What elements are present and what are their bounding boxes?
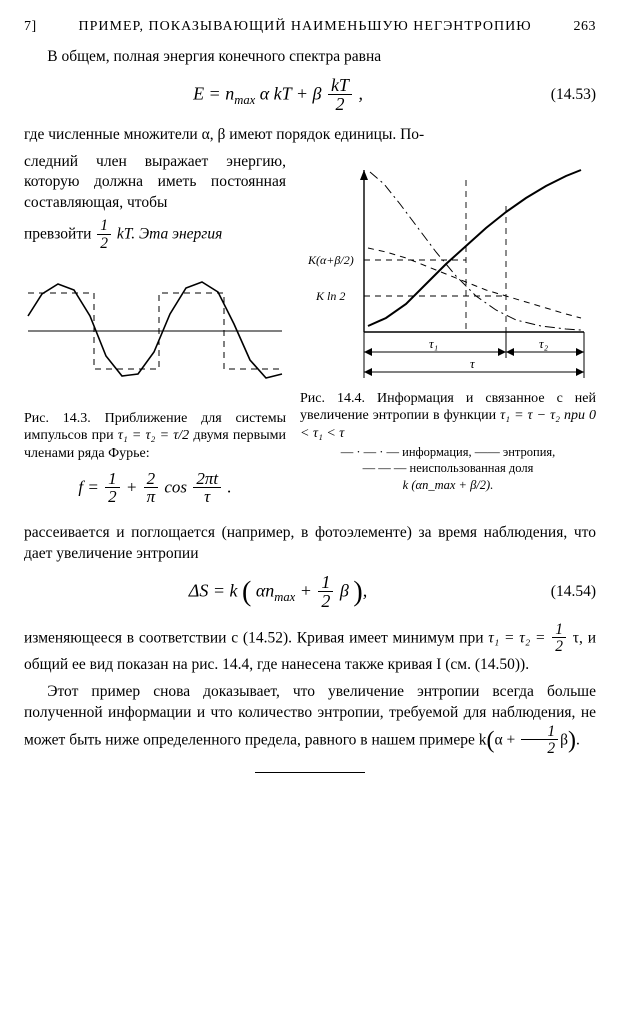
header-left: 7] (24, 18, 37, 37)
running-header: 7] ПРИМЕР, ПОКАЗЫВАЮЩИЙ НАИМЕНЬШУЮ НЕГЭН… (24, 18, 596, 37)
figure-14-4-legend: — · — · — информация, —— энтропия, — — —… (300, 444, 596, 493)
equation-14-53-number: (14.53) (532, 85, 596, 106)
figure-row: следний член выражает энер­гию, которую … (24, 152, 596, 512)
paragraph-2b: следний член выражает энер­гию, которую … (24, 152, 286, 215)
equation-14-53-body: E = nmax α kT + β kT2 , (24, 76, 532, 115)
svg-text:τ₁: τ₁ (429, 336, 438, 351)
paragraph-5: Этот пример снова доказывает, что увелич… (24, 682, 596, 757)
equation-14-54-number: (14.54) (532, 582, 596, 603)
figure-14-3-caption: Рис. 14.3. Приближение для си­стемы импу… (24, 410, 286, 463)
header-page-number: 263 (574, 18, 597, 37)
left-column: следний член выражает энер­гию, которую … (24, 152, 286, 512)
equation-14-53: E = nmax α kT + β kT2 , (14.53) (24, 76, 596, 115)
page: 7] ПРИМЕР, ПОКАЗЫВАЮЩИЙ НАИМЕНЬШУЮ НЕГЭН… (0, 0, 620, 1027)
figure-14-4: K(α+β/2) K ln 2 τ₁ τ₂ τ (306, 156, 590, 386)
svg-text:τ₂: τ₂ (539, 336, 549, 351)
paragraph-4: изменяющееся в соответствии с (14.52). К… (24, 622, 596, 676)
figure-14-4-caption: Рис. 14.4. Информация и связанное с ней … (300, 390, 596, 443)
svg-text:τ: τ (470, 356, 476, 371)
svg-text:K ln 2: K ln 2 (315, 289, 345, 303)
equation-14-54-body: ΔS = k ( αnmax + 12 β ), (24, 573, 532, 612)
paragraph-2a: где численные множители α, β имеют поряд… (24, 125, 596, 146)
section-divider (255, 772, 365, 773)
right-column: K(α+β/2) K ln 2 τ₁ τ₂ τ Рис. 14.4. Информаци… (300, 152, 596, 512)
equation-14-54: ΔS = k ( αnmax + 12 β ), (14.54) (24, 573, 596, 612)
paragraph-1: В общем, полная энергия конечного спектр… (24, 47, 596, 68)
svg-text:K(α+β/2): K(α+β/2) (307, 253, 354, 267)
figure-14-3 (24, 256, 286, 406)
header-title: ПРИМЕР, ПОКАЗЫВАЮЩИЙ НАИМЕНЬШУЮ НЕГЭНТРО… (37, 18, 574, 37)
fourier-formula: f = 12 + 2π cos 2πtτ . (24, 470, 286, 507)
paragraph-3: рассеивается и поглощается (например, в … (24, 523, 596, 565)
paragraph-2c: превзойти 12 kT. Эта энергия (24, 218, 286, 252)
